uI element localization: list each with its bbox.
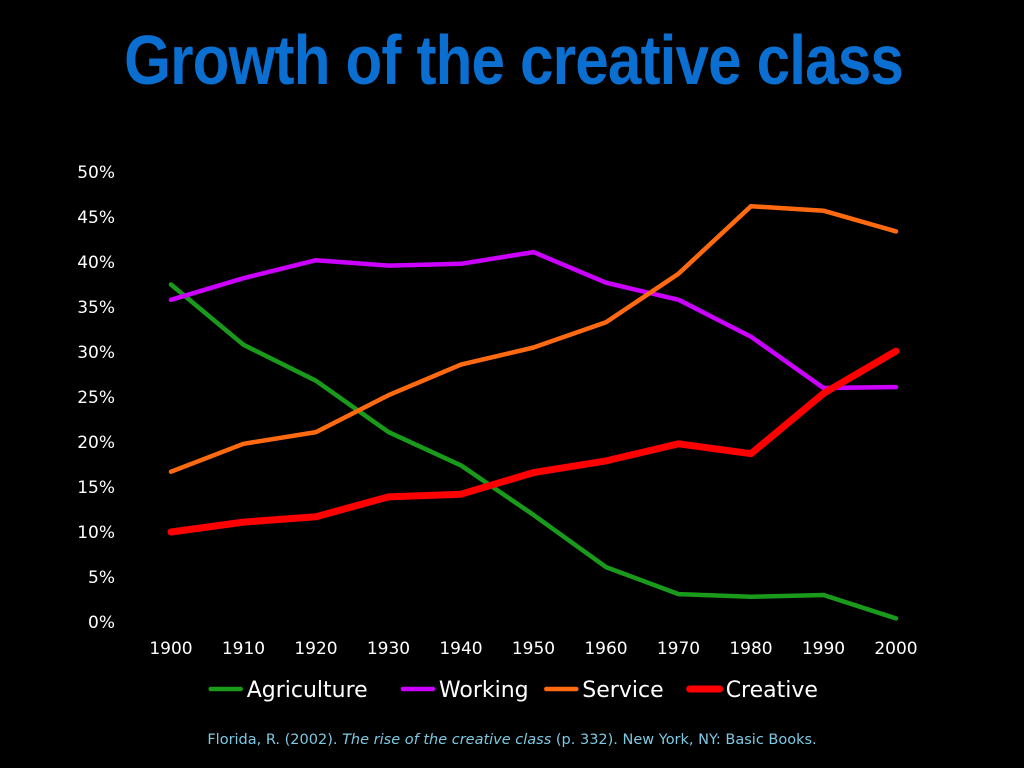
- y-tick-label: 20%: [77, 433, 115, 453]
- y-tick-label: 50%: [77, 163, 115, 183]
- x-tick-label: 1960: [584, 639, 627, 659]
- y-axis: 0% 5% 10% 15% 20% 25% 30% 35% 40% 45% 50%: [77, 163, 115, 633]
- line-chart: 0% 5% 10% 15% 20% 25% 30% 35% 40% 45% 50% 1900 1910…: [77, 163, 917, 703]
- y-tick-label: 5%: [88, 568, 115, 588]
- series-line-service: [168, 203, 899, 474]
- x-tick-label: 1970: [657, 639, 700, 659]
- series-line-agriculture: [168, 282, 899, 621]
- y-tick-label: 40%: [77, 253, 115, 273]
- series-line-creative: [167, 347, 900, 536]
- x-tick-label: 1910: [222, 639, 265, 659]
- y-tick-label: 0%: [88, 613, 115, 633]
- citation-work: The rise of the creative class: [342, 732, 552, 748]
- series-line-working: [168, 249, 899, 391]
- legend-label-service: Service: [582, 678, 663, 703]
- legend-label-working: Working: [439, 678, 529, 703]
- x-tick-label: 1950: [512, 639, 555, 659]
- legend-label-creative: Creative: [726, 678, 818, 703]
- y-tick-label: 45%: [77, 208, 115, 228]
- x-tick-label: 1980: [729, 639, 772, 659]
- x-tick-label: 1940: [439, 639, 482, 659]
- y-tick-label: 30%: [77, 343, 115, 363]
- citation-author: Florida, R. (2002).: [207, 732, 343, 748]
- y-tick-label: 25%: [77, 388, 115, 408]
- x-tick-label: 1930: [367, 639, 410, 659]
- x-tick-label: 2000: [874, 639, 917, 659]
- slide-title: Growth of the creative class: [124, 21, 904, 99]
- legend: Agriculture Working Service Creative: [208, 678, 818, 703]
- y-tick-label: 15%: [77, 478, 115, 498]
- citation: Florida, R. (2002). The rise of the crea…: [0, 732, 1024, 748]
- y-tick-label: 35%: [77, 298, 115, 318]
- x-tick-label: 1990: [802, 639, 845, 659]
- y-tick-label: 10%: [77, 523, 115, 543]
- x-axis: 1900 1910 1920 1930 1940 1950 1960 1970 1980 1990…: [149, 639, 917, 659]
- x-tick-label: 1920: [294, 639, 337, 659]
- series-layer: [167, 203, 900, 621]
- x-tick-label: 1900: [149, 639, 192, 659]
- legend-label-agriculture: Agriculture: [247, 678, 368, 703]
- citation-rest: (p. 332). New York, NY: Basic Books.: [551, 732, 817, 748]
